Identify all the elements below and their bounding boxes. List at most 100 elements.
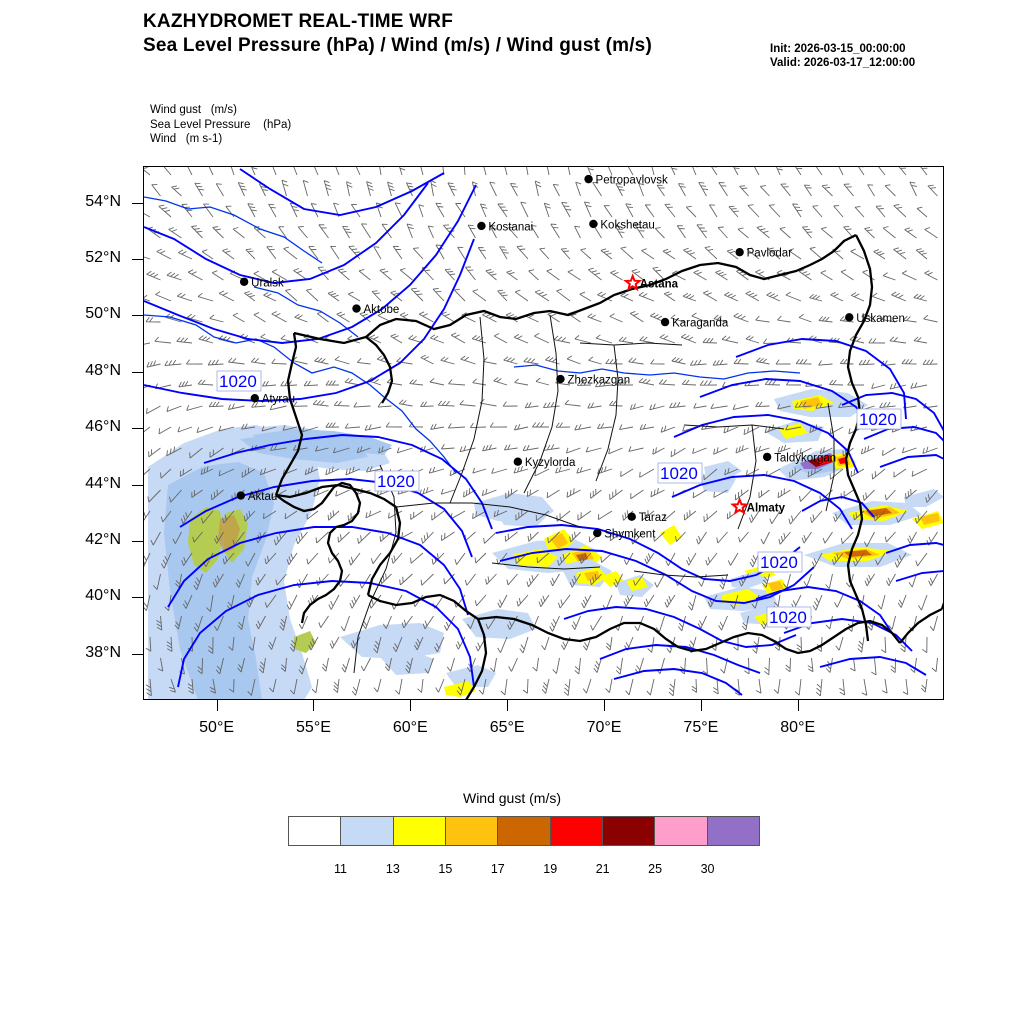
wind-barb (214, 531, 224, 544)
wind-barb (212, 573, 224, 588)
wind-barb (410, 510, 424, 520)
city-marker-taraz: Taraz (627, 512, 667, 524)
wind-barb (738, 573, 749, 587)
wind-barb (587, 167, 594, 176)
colorbar-tick: 25 (648, 862, 663, 876)
wind-barb (327, 291, 340, 302)
wind-barb (829, 468, 844, 480)
wind-barb (653, 531, 665, 542)
wind-barb (379, 268, 392, 281)
wind-barb (575, 181, 582, 197)
wind-barb (581, 594, 592, 609)
wind-barb (555, 422, 571, 428)
wind-barb (592, 181, 602, 197)
wind-barb (420, 354, 434, 365)
lat-tick-mark (132, 315, 143, 317)
wind-barb (914, 510, 928, 524)
wind-barb (748, 510, 760, 523)
wind-barb (187, 167, 193, 176)
wind-barb (819, 446, 833, 455)
wind-barb (902, 678, 909, 695)
city-label: Taldykorgan (774, 452, 836, 464)
colorbar-swatch-4[interactable] (498, 817, 551, 845)
wind-barb (643, 594, 655, 608)
wind-barb (414, 636, 424, 651)
lon-tick-label: 60°E (392, 719, 428, 736)
wind-barb (549, 573, 560, 587)
wind-barb (567, 167, 571, 176)
wind-barb (342, 225, 352, 239)
wind-barb (884, 184, 896, 197)
wind-barb (577, 510, 592, 521)
wind-barb (178, 380, 193, 388)
wind-barb (794, 678, 802, 696)
wind-barb (377, 402, 392, 408)
wind-barb (702, 290, 718, 302)
colorbar-swatch-5[interactable] (550, 817, 603, 845)
wind-barb (144, 294, 151, 302)
wind-barb (321, 657, 329, 672)
wind-barb (745, 290, 760, 302)
wind-barb (208, 401, 224, 408)
wind-barb (815, 167, 823, 176)
wind-barb (144, 213, 151, 218)
city-marker-kyzylorda: Kyzylorda (513, 457, 576, 469)
colorbar-tick: 30 (700, 862, 715, 876)
wind-barb (818, 360, 833, 366)
wind-barb (829, 379, 844, 386)
wind-barb (689, 359, 707, 366)
wind-barb (212, 226, 224, 239)
wind-barb (410, 287, 424, 302)
wind-barb (503, 356, 518, 365)
wind-barb (777, 315, 791, 323)
wind-barb (895, 510, 907, 523)
wind-barb (275, 573, 287, 586)
colorbar-swatch-1[interactable] (341, 817, 394, 845)
wind-barb (497, 289, 508, 302)
colorbar-swatch-6[interactable] (602, 817, 656, 845)
wind-barb (547, 531, 560, 544)
wind-barb (278, 226, 287, 239)
lat-tick-label: 52°N (85, 249, 121, 267)
wind-barb (302, 179, 309, 197)
wind-barb (655, 615, 665, 633)
wind-barb (788, 248, 802, 260)
weather-map[interactable]: 1020 1020 1020 1020 1020 (143, 166, 944, 700)
wind-barb (650, 312, 665, 323)
wind-barb (429, 377, 445, 386)
wind-barb (145, 317, 161, 323)
wind-barb (316, 573, 329, 586)
wind-barb (605, 636, 613, 651)
colorbar-swatch-3[interactable] (445, 817, 499, 845)
colorbar-swatch-8[interactable] (707, 817, 759, 845)
wind-barb (237, 182, 247, 197)
wind-barb (745, 468, 760, 476)
wind-barb (588, 267, 602, 281)
wind-barb (333, 400, 350, 407)
wind-barb (560, 248, 571, 260)
colorbar-swatch-7[interactable] (655, 817, 708, 845)
wind-barb (755, 315, 770, 323)
wind-barb (308, 246, 319, 260)
wind-gust-colorbar[interactable] (288, 816, 760, 846)
colorbar-swatch-2[interactable] (393, 817, 446, 845)
wind-barb (359, 311, 371, 323)
wind-barb (543, 401, 560, 409)
wind-barb (394, 202, 403, 218)
wind-barb (888, 615, 896, 630)
wind-barb (264, 552, 277, 565)
wind-barb (455, 202, 466, 218)
lat-tick-mark (132, 259, 143, 261)
wind-barb (489, 657, 497, 673)
wind-barb (335, 489, 350, 497)
wind-barb (241, 423, 256, 430)
colorbar-swatch-0[interactable] (289, 817, 342, 845)
wind-barb (232, 531, 245, 546)
city-marker-astana: Astana (623, 273, 679, 292)
colorbar-tick: 19 (543, 862, 558, 876)
wind-barb (867, 184, 875, 197)
wind-barb (513, 424, 529, 431)
wind-barb (348, 245, 361, 260)
wind-barb (927, 184, 938, 197)
wind-barb (884, 531, 896, 543)
